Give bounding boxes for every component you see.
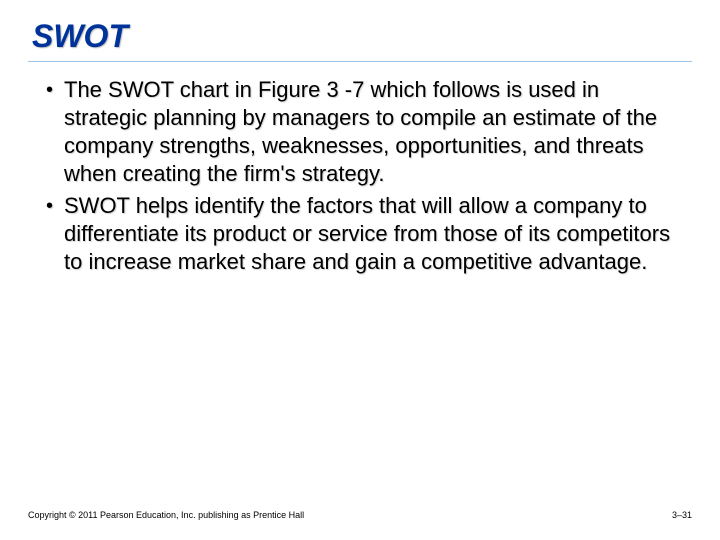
slide-title: SWOT (28, 18, 692, 55)
page-number: 3–31 (672, 510, 692, 520)
slide-footer: Copyright © 2011 Pearson Education, Inc.… (28, 510, 692, 520)
title-underline (28, 61, 692, 62)
bullet-marker-icon: • (46, 76, 64, 104)
bullet-item: • SWOT helps identify the factors that w… (46, 192, 682, 276)
copyright-text: Copyright © 2011 Pearson Education, Inc.… (28, 510, 304, 520)
bullet-item: • The SWOT chart in Figure 3 -7 which fo… (46, 76, 682, 188)
bullet-marker-icon: • (46, 192, 64, 220)
bullet-text: SWOT helps identify the factors that wil… (64, 192, 682, 276)
slide: SWOT • The SWOT chart in Figure 3 -7 whi… (0, 0, 720, 540)
bullet-text: The SWOT chart in Figure 3 -7 which foll… (64, 76, 682, 188)
slide-body: • The SWOT chart in Figure 3 -7 which fo… (28, 76, 692, 276)
